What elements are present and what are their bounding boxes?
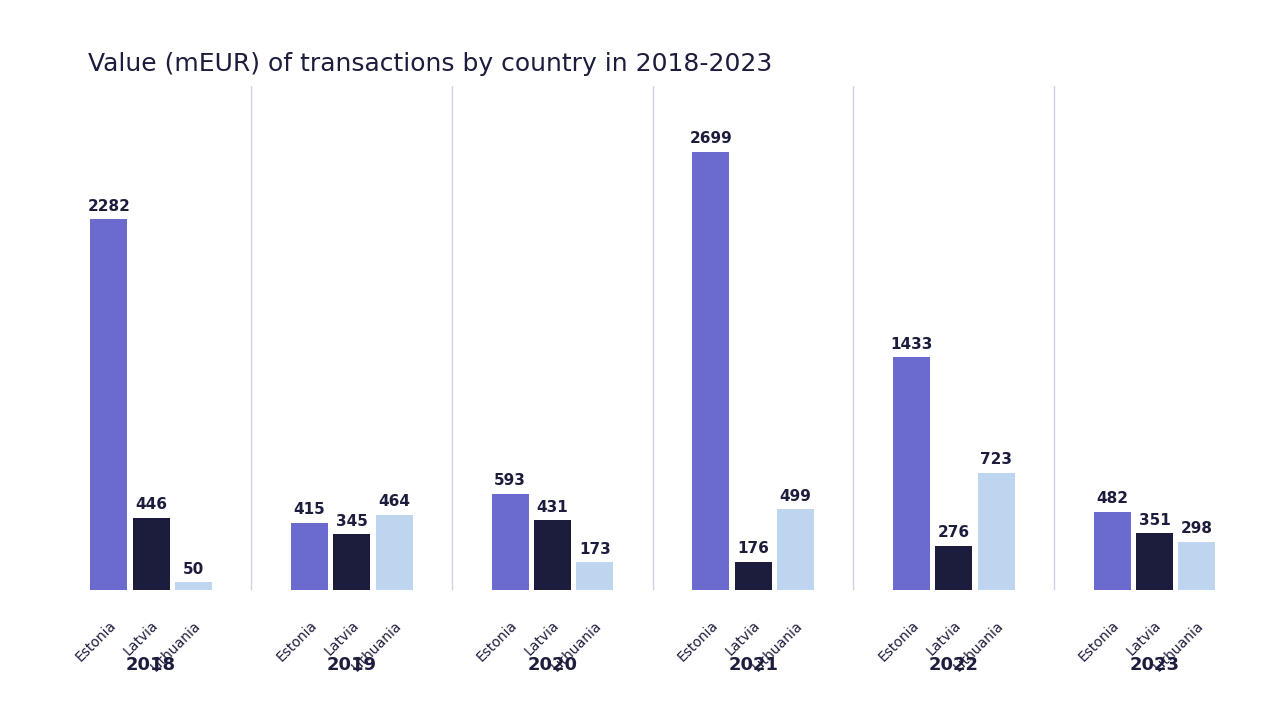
Text: 2018: 2018 bbox=[125, 656, 177, 674]
Text: 593: 593 bbox=[494, 473, 526, 488]
Text: 2023: 2023 bbox=[1129, 656, 1179, 674]
Bar bbox=[375, 515, 412, 590]
Bar bbox=[133, 518, 170, 590]
Text: 499: 499 bbox=[780, 489, 812, 503]
Text: 2020: 2020 bbox=[527, 656, 577, 674]
Text: Lithuania: Lithuania bbox=[348, 618, 404, 674]
Bar bbox=[175, 582, 212, 590]
Text: 723: 723 bbox=[980, 452, 1012, 467]
Text: Latvia: Latvia bbox=[723, 618, 763, 658]
Bar bbox=[893, 357, 931, 590]
Text: Estonia: Estonia bbox=[675, 618, 721, 664]
Bar bbox=[692, 152, 730, 590]
Text: 446: 446 bbox=[136, 498, 168, 512]
Bar bbox=[534, 521, 571, 590]
Text: 50: 50 bbox=[183, 562, 204, 577]
Text: Estonia: Estonia bbox=[1076, 618, 1123, 664]
Text: Lithuania: Lithuania bbox=[549, 618, 604, 674]
Bar bbox=[777, 509, 814, 590]
Text: 415: 415 bbox=[293, 503, 325, 517]
Text: 2021: 2021 bbox=[728, 656, 778, 674]
Text: Latvia: Latvia bbox=[321, 618, 362, 658]
Bar bbox=[1178, 542, 1215, 590]
Text: 2022: 2022 bbox=[929, 656, 979, 674]
Text: Value (mEUR) of transactions by country in 2018-2023: Value (mEUR) of transactions by country … bbox=[87, 53, 772, 76]
Text: Lithuania: Lithuania bbox=[951, 618, 1006, 674]
Text: 2699: 2699 bbox=[690, 131, 732, 146]
Text: Estonia: Estonia bbox=[474, 618, 520, 664]
Text: Lithuania: Lithuania bbox=[750, 618, 805, 674]
Text: 298: 298 bbox=[1180, 521, 1212, 536]
Bar bbox=[735, 562, 772, 590]
Bar bbox=[1135, 534, 1172, 590]
Text: 1433: 1433 bbox=[891, 337, 933, 352]
Text: 276: 276 bbox=[938, 525, 970, 540]
Text: 173: 173 bbox=[579, 541, 611, 557]
Bar bbox=[492, 494, 529, 590]
Bar bbox=[936, 546, 973, 590]
Text: 2019: 2019 bbox=[326, 656, 376, 674]
Text: Lithuania: Lithuania bbox=[147, 618, 204, 674]
Text: 2282: 2282 bbox=[87, 199, 131, 214]
Text: 351: 351 bbox=[1139, 513, 1170, 528]
Bar bbox=[1093, 512, 1130, 590]
Bar bbox=[978, 473, 1015, 590]
Text: Estonia: Estonia bbox=[876, 618, 922, 664]
Text: Latvia: Latvia bbox=[924, 618, 964, 658]
Bar bbox=[91, 220, 128, 590]
Text: Latvia: Latvia bbox=[1124, 618, 1165, 658]
Text: 176: 176 bbox=[737, 541, 769, 556]
Text: Estonia: Estonia bbox=[274, 618, 320, 664]
Text: Latvia: Latvia bbox=[122, 618, 161, 658]
Text: 431: 431 bbox=[536, 500, 568, 515]
Text: 482: 482 bbox=[1096, 491, 1128, 506]
Text: 464: 464 bbox=[378, 494, 410, 509]
Text: Estonia: Estonia bbox=[73, 618, 119, 664]
Text: 345: 345 bbox=[335, 513, 367, 528]
Bar bbox=[291, 523, 328, 590]
Bar bbox=[333, 534, 370, 590]
Text: Lithuania: Lithuania bbox=[1151, 618, 1207, 674]
Bar bbox=[576, 562, 613, 590]
Text: Latvia: Latvia bbox=[522, 618, 562, 658]
